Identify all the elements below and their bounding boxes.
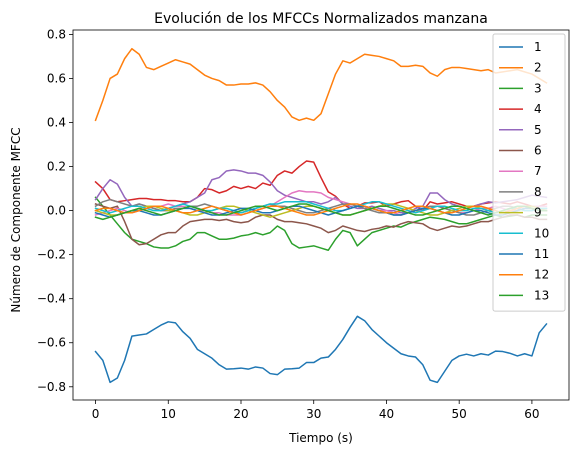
x-tick-label: 20 — [233, 407, 248, 421]
series-line-13 — [94, 203, 548, 221]
x-tick-label: 50 — [452, 407, 467, 421]
x-tick-label: 0 — [92, 407, 100, 421]
legend-label: 1 — [534, 40, 542, 54]
legend-label: 11 — [534, 247, 549, 261]
legend-entry-3: 3 — [499, 81, 542, 95]
legend-entry-4: 4 — [499, 102, 542, 116]
y-tick-label: −0.8 — [37, 380, 66, 394]
x-axis-label: Tiempo (s) — [288, 431, 353, 445]
y-tick-label: −0.2 — [37, 248, 66, 262]
x-tick-label: 30 — [306, 407, 321, 421]
series-line-3 — [94, 196, 548, 251]
series-line-12 — [94, 203, 548, 216]
y-tick-label: 0.2 — [47, 160, 66, 174]
legend-label: 9 — [534, 206, 542, 220]
series-line-2 — [94, 47, 548, 122]
legend-label: 6 — [534, 144, 542, 158]
legend-entry-8: 8 — [499, 185, 542, 199]
plot-area — [94, 47, 548, 384]
axes: 0 10 20 30 40 50 60 −0.8 −0.6 −0.4 −0.2 0.0 0.2 0.4 0.… — [37, 27, 570, 421]
legend-entry-10: 10 — [499, 226, 549, 240]
legend-entry-9: 9 — [499, 206, 542, 220]
legend-label: 4 — [534, 102, 542, 116]
y-tick-label: 0.0 — [47, 204, 66, 218]
y-tick-label: −0.6 — [37, 336, 66, 350]
legend-label: 2 — [534, 61, 542, 75]
y-tick-label: 0.8 — [47, 27, 66, 41]
legend-box — [492, 33, 566, 312]
y-tick-label: 0.6 — [47, 71, 66, 85]
legend-entry-11: 11 — [499, 247, 549, 261]
y-axis-label: Número de Componente MFCC — [9, 127, 23, 312]
axes-frame — [72, 29, 570, 401]
legend-label: 7 — [534, 164, 542, 178]
x-tick-label: 60 — [524, 407, 539, 421]
legend-entry-2: 2 — [499, 61, 542, 75]
x-tick-label: 10 — [161, 407, 176, 421]
y-tick-label: 0.4 — [47, 116, 66, 130]
legend-label: 5 — [534, 123, 542, 137]
legend-entry-12: 12 — [499, 268, 549, 282]
legend-label: 12 — [534, 268, 549, 282]
series-line-1 — [94, 315, 548, 384]
legend-entry-7: 7 — [499, 164, 542, 178]
series-lines — [94, 47, 548, 384]
y-tick-label: −0.4 — [37, 292, 66, 306]
legend-label: 10 — [534, 226, 549, 240]
chart-title: Evolución de los MFCCs Normalizados manz… — [154, 11, 488, 27]
legend-entry-5: 5 — [499, 123, 542, 137]
legend-label: 3 — [534, 81, 542, 95]
series-line-6 — [94, 203, 548, 246]
legend-label: 13 — [534, 288, 549, 302]
legend-label: 8 — [534, 185, 542, 199]
legend-entry-1: 1 — [499, 40, 542, 54]
legend-entry-6: 6 — [499, 144, 542, 158]
legend-entry-13: 13 — [499, 288, 549, 302]
x-tick-label: 40 — [379, 407, 394, 421]
